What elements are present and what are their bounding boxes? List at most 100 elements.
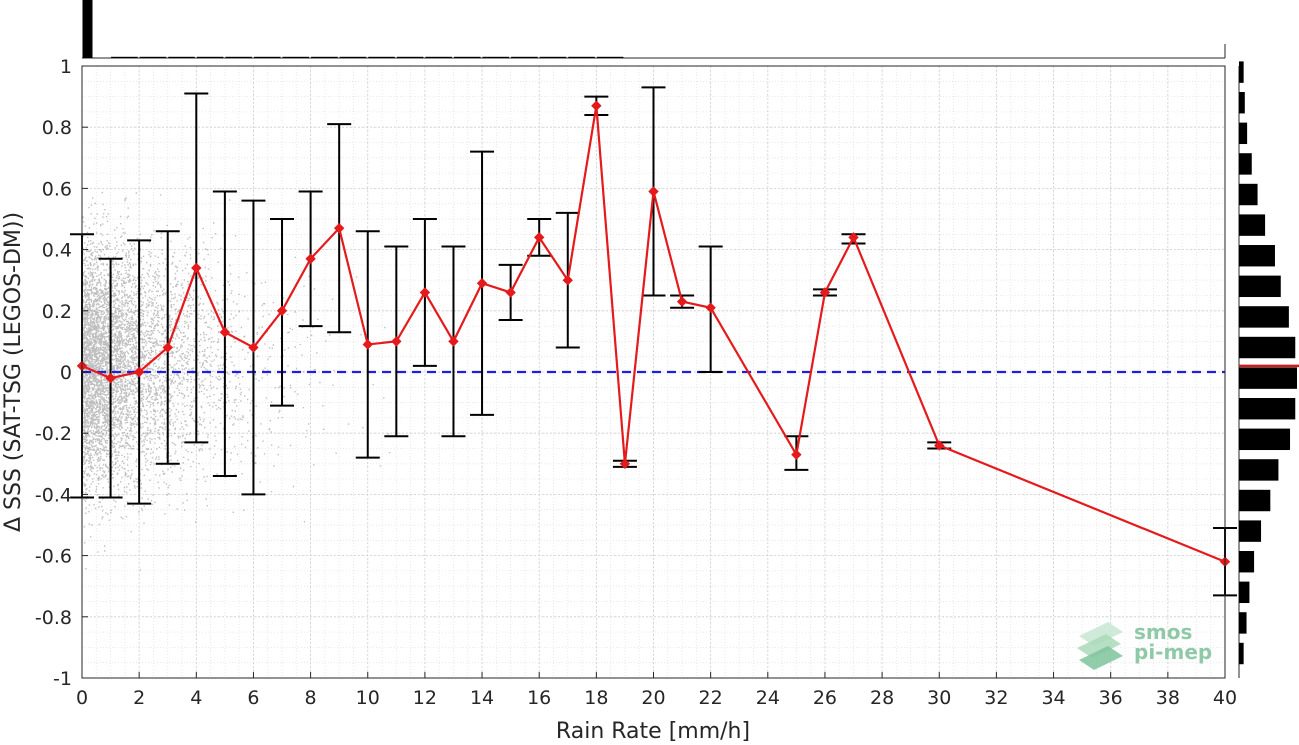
x-tick-label: 0 (76, 687, 88, 709)
top-histogram-bar (253, 56, 281, 58)
right-histogram-bar (1239, 153, 1252, 175)
top-histogram-bar (225, 56, 252, 58)
x-tick-label: 26 (813, 687, 837, 709)
right-histogram-bar (1239, 214, 1266, 236)
data-point (562, 274, 573, 286)
top-histogram-bar (311, 56, 338, 58)
y-tick-label: 0.2 (42, 301, 72, 323)
right-histogram-bar (1239, 183, 1258, 206)
x-tick-label: 10 (356, 687, 380, 709)
data-point (362, 339, 373, 350)
x-tick-label: 40 (1213, 687, 1237, 709)
right-histogram-bar (1239, 61, 1244, 83)
x-tick-label: 28 (870, 687, 894, 709)
x-axis-ticks: 0 2 4 6 8 10 12 14 16 18 20 22 24 26 28 30 32 34 36 38 40 (76, 672, 1237, 709)
right-histogram-bar (1239, 428, 1291, 451)
x-tick-label: 34 (1041, 687, 1065, 709)
top-histogram-bar (196, 56, 224, 58)
data-point (533, 232, 545, 243)
top-histogram-bar (482, 56, 510, 58)
x-tick-label: 12 (413, 687, 437, 709)
mean-series (76, 100, 1231, 567)
x-tick-label: 18 (584, 687, 608, 709)
x-tick-label: 30 (927, 687, 951, 709)
x-tick-label: 36 (1099, 687, 1123, 709)
top-histogram-bar (425, 56, 452, 58)
data-point (676, 296, 688, 307)
data-point (934, 440, 945, 451)
y-axis-ticks: 1 0.8 0.6 0.4 0.2 0 -0.2 -0.4 -0.6 -0.8 -1 (35, 56, 88, 690)
right-histogram-bar (1239, 520, 1262, 542)
x-tick-label: 8 (305, 687, 317, 709)
top-histogram-bar (396, 56, 424, 58)
x-tick-label: 6 (247, 687, 259, 709)
top-histogram-bar (596, 56, 624, 58)
right-histogram-bar (1239, 367, 1297, 389)
top-histogram-bar (511, 56, 538, 58)
data-point (619, 458, 631, 470)
y-tick-label: 0.6 (42, 178, 72, 200)
data-point (705, 302, 716, 313)
top-histogram-bar (339, 56, 367, 58)
x-axis-title: Rain Rate [mm/h] (556, 719, 750, 744)
data-point (648, 186, 659, 197)
x-tick-label: 4 (190, 687, 202, 709)
y-tick-label: 0.8 (42, 117, 72, 139)
smos-pi-mep-logo: smos pi-mep (1077, 620, 1212, 670)
right-histogram-bar (1239, 459, 1279, 481)
data-point (219, 327, 231, 338)
top-histogram-bar (139, 56, 167, 58)
logo-text-pi-mep: pi-mep (1134, 640, 1212, 664)
right-histogram-bar (1239, 122, 1248, 145)
data-point (476, 278, 488, 289)
x-tick-label: 20 (641, 687, 665, 709)
data-point (305, 253, 316, 264)
y-tick-label: -0.2 (35, 423, 72, 445)
right-histogram-bar (1239, 92, 1245, 114)
data-point (191, 262, 202, 274)
right-histogram-bar (1239, 336, 1296, 359)
top-histogram-bar (168, 56, 195, 58)
top-histogram-bar (82, 0, 93, 58)
data-point (333, 222, 345, 234)
top-histogram-bar (368, 56, 395, 58)
y-tick-label: -0.8 (35, 607, 72, 629)
right-histogram-bar (1239, 275, 1281, 298)
right-histogram-bar (1239, 612, 1247, 634)
data-point (276, 305, 288, 317)
right-histogram-bar (1239, 245, 1275, 267)
data-point (162, 342, 173, 353)
top-histogram-bar (453, 56, 481, 58)
right-histogram-bar (1239, 306, 1289, 328)
logo-text-smos: smos (1134, 620, 1192, 644)
data-point (848, 232, 859, 243)
x-tick-label: 14 (470, 687, 494, 709)
data-point (391, 336, 402, 347)
data-point (591, 100, 602, 111)
series-line (81, 105, 1226, 563)
right-histogram-bar (1239, 581, 1250, 604)
right-histogram (1238, 61, 1299, 678)
y-axis-title: Δ SSS (SAT-TSG (LEGOS-DM)) (1, 212, 26, 532)
x-tick-label: 38 (1156, 687, 1180, 709)
y-tick-label: 0.4 (42, 240, 72, 262)
top-histogram (82, 0, 1226, 59)
data-point (505, 287, 516, 298)
x-tick-label: 24 (756, 687, 780, 709)
top-histogram-bar (539, 56, 567, 58)
x-tick-label: 22 (699, 687, 723, 709)
data-point (791, 449, 802, 460)
data-point (419, 287, 431, 298)
y-tick-label: -0.4 (35, 484, 72, 506)
data-point (105, 372, 116, 384)
right-histogram-bar (1239, 551, 1255, 573)
data-point (819, 287, 831, 298)
y-tick-label: 1 (60, 56, 72, 78)
data-point (448, 336, 459, 347)
y-tick-label: 0 (60, 362, 72, 384)
right-histogram-bar (1239, 642, 1244, 665)
right-histogram-bar (1239, 489, 1271, 512)
top-histogram-bar (568, 56, 595, 58)
data-point (133, 366, 145, 378)
